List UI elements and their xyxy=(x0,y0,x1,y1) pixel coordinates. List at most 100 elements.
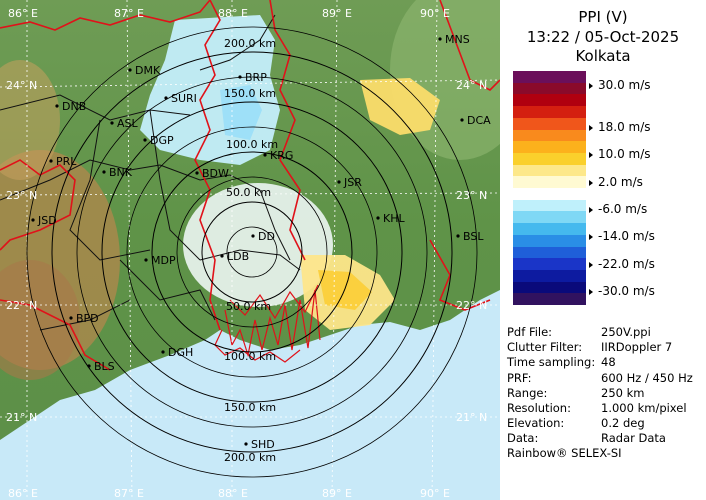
scale-tick: -14.0 m/s xyxy=(589,229,655,243)
color-band xyxy=(513,94,586,107)
sundarbans-coast xyxy=(214,284,321,363)
tick-arrow-icon xyxy=(589,124,593,131)
tick-label: 18.0 m/s xyxy=(598,120,651,134)
city-label: BLS xyxy=(94,360,115,373)
city-krg: KRG xyxy=(263,149,293,162)
info-row: Resolution: 1.000 km/pixel xyxy=(507,401,687,415)
city-dot xyxy=(456,234,460,238)
city-label: SURI xyxy=(171,92,197,105)
city-label: MNS xyxy=(445,33,470,46)
info-row: Elevation: 0.2 deg xyxy=(507,416,645,430)
ring-label-south: 100.0 km xyxy=(224,350,276,363)
city-dnb: DNB xyxy=(55,100,86,113)
ring-label-north: 50.0 km xyxy=(226,186,271,199)
info-row: Time sampling: 48 xyxy=(507,355,616,369)
color-band xyxy=(513,234,586,247)
city-dgh: DGH xyxy=(161,346,193,359)
city-dot xyxy=(87,364,91,368)
radar-map-canvas: 86° E 87° E 88° E 89° E 90° E 86° E 87° … xyxy=(0,0,500,500)
city-label: BSL xyxy=(463,230,484,243)
longitude-labels: 86° E 87° E 88° E 89° E 90° E 86° E 87° … xyxy=(8,7,450,500)
city-jsd: JSD xyxy=(31,214,57,227)
color-band xyxy=(513,129,586,142)
tick-label: -6.0 m/s xyxy=(598,202,648,216)
city-label: DMK xyxy=(135,64,161,77)
tick-arrow-icon xyxy=(589,261,593,268)
tick-label: 10.0 m/s xyxy=(598,147,651,161)
lat-label-right: 23° N xyxy=(456,189,487,202)
tick-arrow-icon xyxy=(589,82,593,89)
city-dot xyxy=(438,37,442,41)
lon-label-top: 88° E xyxy=(218,7,248,20)
info-key: Time sampling: xyxy=(507,355,596,370)
info-key: Data: xyxy=(507,431,539,446)
info-row: Range: 250 km xyxy=(507,386,644,400)
state-boundaries xyxy=(0,0,500,371)
color-band xyxy=(513,164,586,177)
tick-arrow-icon xyxy=(589,206,593,213)
lon-label-top: 89° E xyxy=(322,7,352,20)
sea xyxy=(0,290,500,500)
city-dca: DCA xyxy=(460,114,491,127)
city-bnk: BNK xyxy=(102,166,133,179)
terrain-hills-south xyxy=(0,260,80,380)
city-shd: SHD xyxy=(244,438,275,451)
range-ring xyxy=(76,76,428,428)
city-label: DGH xyxy=(168,346,193,359)
lat-label-right: 22° N xyxy=(456,299,487,312)
legend-panel: PPI (V) 13:22 / 05-Oct-2025 Kolkata 30.0… xyxy=(500,0,706,500)
city-label: PRL xyxy=(56,155,77,168)
city-dot xyxy=(195,171,199,175)
color-band xyxy=(513,199,586,212)
tick-arrow-icon xyxy=(589,151,593,158)
color-band xyxy=(513,141,586,154)
city-dot xyxy=(143,138,147,142)
range-ring xyxy=(176,176,328,328)
product-datetime: 13:22 / 05-Oct-2025 xyxy=(526,28,680,46)
city-dot xyxy=(244,442,248,446)
city-brp: BRP xyxy=(238,71,267,84)
lat-label-left: 23° N xyxy=(6,189,37,202)
range-ring xyxy=(201,201,303,303)
scale-tick: -22.0 m/s xyxy=(589,257,655,271)
city-dot xyxy=(55,104,59,108)
lon-label-top: 87° E xyxy=(114,7,144,20)
info-value: 250 km xyxy=(601,385,645,400)
color-band xyxy=(513,246,586,259)
info-row: Data: Radar Data xyxy=(507,431,666,445)
scale-tick: 10.0 m/s xyxy=(589,147,651,161)
lon-label-bottom: 88° E xyxy=(218,487,248,500)
ring-label-north: 200.0 km xyxy=(224,37,276,50)
echo-yellow-ne xyxy=(360,78,440,135)
city-label: DNB xyxy=(62,100,86,113)
info-key: Pdf File: xyxy=(507,325,553,339)
lat-label-right: 21° N xyxy=(456,411,487,424)
city-ldb: LDB xyxy=(220,250,249,263)
city-label: ASL xyxy=(117,117,139,130)
tick-arrow-icon xyxy=(589,288,593,295)
color-band xyxy=(513,269,586,283)
scale-tick: -30.0 m/s xyxy=(589,284,655,298)
info-value: 48 xyxy=(601,355,616,370)
city-dmk: DMK xyxy=(128,64,161,77)
color-band xyxy=(513,82,586,95)
city-dot xyxy=(128,68,132,72)
city-markers: MNS DMK BRP DNB SURI ASL DGP DCA KRG PRL BNK BDW JSR… xyxy=(31,33,491,451)
ring-label-south: 200.0 km xyxy=(224,451,276,464)
city-label: SHD xyxy=(251,438,275,451)
tick-label: -14.0 m/s xyxy=(598,229,655,243)
ring-label-south: 50.0 km xyxy=(226,300,271,313)
city-mns: MNS xyxy=(438,33,470,46)
city-label: DGP xyxy=(150,134,174,147)
info-value: 600 Hz / 450 Hz xyxy=(601,370,693,385)
range-ring xyxy=(126,126,378,378)
lon-label-top: 90° E xyxy=(420,7,450,20)
city-label: KRG xyxy=(270,149,293,162)
color-band xyxy=(513,281,586,294)
district-boundaries xyxy=(0,14,301,331)
lon-label-top: 86° E xyxy=(8,7,38,20)
info-key: Clutter Filter: xyxy=(507,340,583,355)
color-band xyxy=(513,176,586,189)
scale-tick: 2.0 m/s xyxy=(589,175,643,189)
city-label: DD xyxy=(258,230,275,243)
